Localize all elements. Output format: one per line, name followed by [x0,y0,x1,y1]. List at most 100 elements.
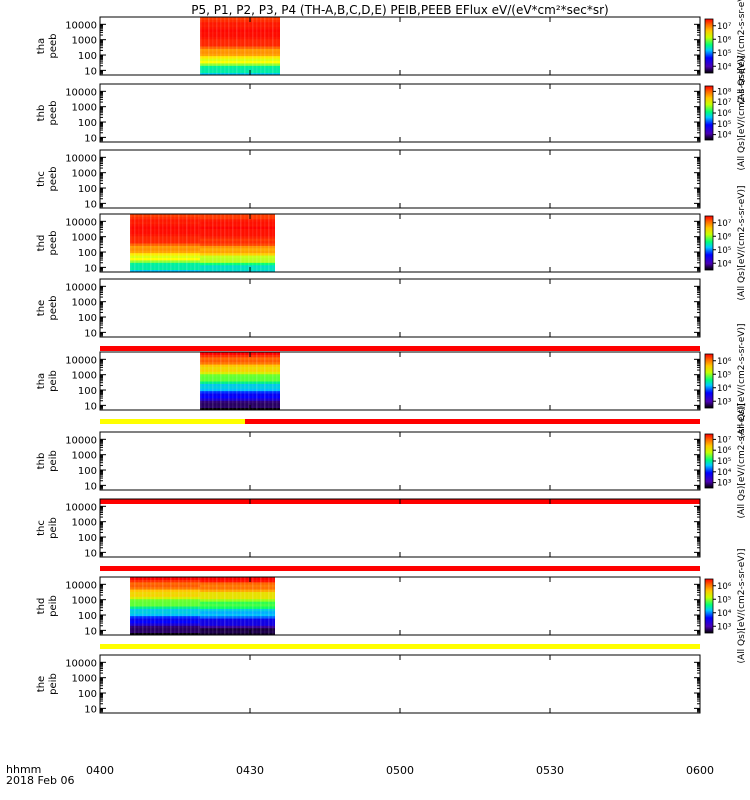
y-tick-label: 10 [84,548,97,559]
spectrogram-block [130,577,200,636]
colorbar-tick-label: 10⁵ [717,120,731,130]
spectrogram-column [220,214,222,272]
spectrogram-band [130,243,200,246]
spectrogram-column [272,17,274,75]
spectrogram-band [200,233,275,237]
spectrogram-column [224,577,226,635]
panel-label: peeb [48,167,59,192]
spectrogram-column [212,577,214,635]
panel-thc-peeb: 10 100 1000 10000 thc peeb [36,149,701,210]
status-bar [100,644,700,649]
status-bar-segment [100,644,700,649]
spectrogram-band [200,368,280,372]
spectrogram-band [200,371,280,375]
status-bar [100,419,700,424]
spectrogram-band [200,381,280,384]
spectrogram-band [200,216,275,220]
spectrogram-band [200,62,280,66]
y-tick-label: 10 [84,401,97,412]
spectrogram-band [130,577,200,580]
spectrogram-band [200,72,280,76]
colorbar-scale [704,353,714,409]
panel-label: peeb [48,231,59,256]
colorbar-tick-label: 10⁶ [717,35,732,45]
colorbar: 10⁴ 10⁵ 10⁶ 10⁷ (All Qs)[eV/(cm2-s-sr-eV)] [704,186,747,301]
spectrogram-band [130,216,200,220]
spectrogram-band [200,361,280,365]
spectrogram-column [256,352,258,410]
y-tick-label: 10 [84,263,97,274]
spectrogram-band [200,226,275,229]
spectrogram-band [200,50,280,54]
spectrogram-band [200,603,275,607]
colorbar-label: (All Qs)[eV/(cm2-s-sr-eV)] [737,186,747,301]
colorbar-tick-label: 10⁶ [717,446,732,456]
spectrogram-column [134,577,136,635]
spectrogram-column [252,577,254,635]
spectrogram-band [130,221,200,225]
spectrogram-column [190,214,192,272]
spectrogram-band [130,627,200,631]
spectrogram-band [200,407,280,411]
y-tick-label: 1000 [72,371,97,382]
panel-frame [99,149,701,209]
status-bar [100,566,700,571]
spectrogram-band [200,70,280,74]
spectrogram-column [276,352,278,410]
spectrogram-band [130,584,200,588]
spectrogram-band [200,591,275,595]
y-tick-label: 10 [84,133,97,144]
colorbar-label: (All Qs)[eV/(cm2-s-sr-eV)] [737,404,747,519]
spectrogram-band [130,615,200,619]
spectrogram-band [200,21,280,25]
spectrogram-band [130,214,200,217]
spectrogram-column [150,214,152,272]
spectrogram-column [228,352,230,410]
spectrogram-column [154,577,156,635]
spectrogram-column [240,17,242,75]
spectrogram-band [200,259,275,263]
spectrogram-band [200,598,275,602]
panel-label: tha [36,373,47,389]
colorbar-label: (All Qs)[eV/(cm2-s-sr-eV)] [737,549,747,664]
spectrogram-column [212,214,214,272]
y-tick-label: 10000 [65,20,97,31]
panel-label: peeb [48,34,59,59]
x-axis: 0400 0430 0500 0530 0600 [86,764,714,777]
spectrogram-band [200,627,275,631]
spectrogram-band [130,218,200,222]
spectrogram-column [198,214,200,272]
spectrogram-band [200,262,275,266]
spectrogram-column [138,577,140,635]
spectrogram-block [130,214,200,273]
spectrogram-band [200,620,275,624]
panel-frame [99,498,701,558]
spectrogram-column [252,17,254,75]
spectrogram-band [130,245,200,249]
panel-label: the [36,300,47,316]
spectrogram-band [200,618,275,621]
spectrogram-column [198,577,200,635]
spectrogram-column [224,214,226,272]
colorbar-tick-label: 10⁴ [717,131,732,141]
y-tick-label: 100 [78,184,97,195]
spectrogram-band [130,250,200,254]
panel-label: peib [48,517,59,539]
spectrogram-band [200,601,275,605]
status-bar [100,346,700,351]
spectrogram-column [146,214,148,272]
y-tick-label: 10000 [65,217,97,228]
colorbar-tick-label: 10⁶ [717,582,732,592]
y-tick-label: 10 [84,199,97,210]
spectrogram-band [200,596,275,600]
y-tick-label: 10000 [65,435,97,446]
spectrogram-band [200,36,280,40]
spectrogram-band [200,608,275,612]
spectrogram-column [268,352,270,410]
spectrogram-band [130,257,200,261]
spectrogram-column [232,352,234,410]
spectrogram-column [216,352,218,410]
spectrogram-band [130,625,200,629]
spectrogram-column [268,17,270,75]
spectrogram-band [130,596,200,600]
